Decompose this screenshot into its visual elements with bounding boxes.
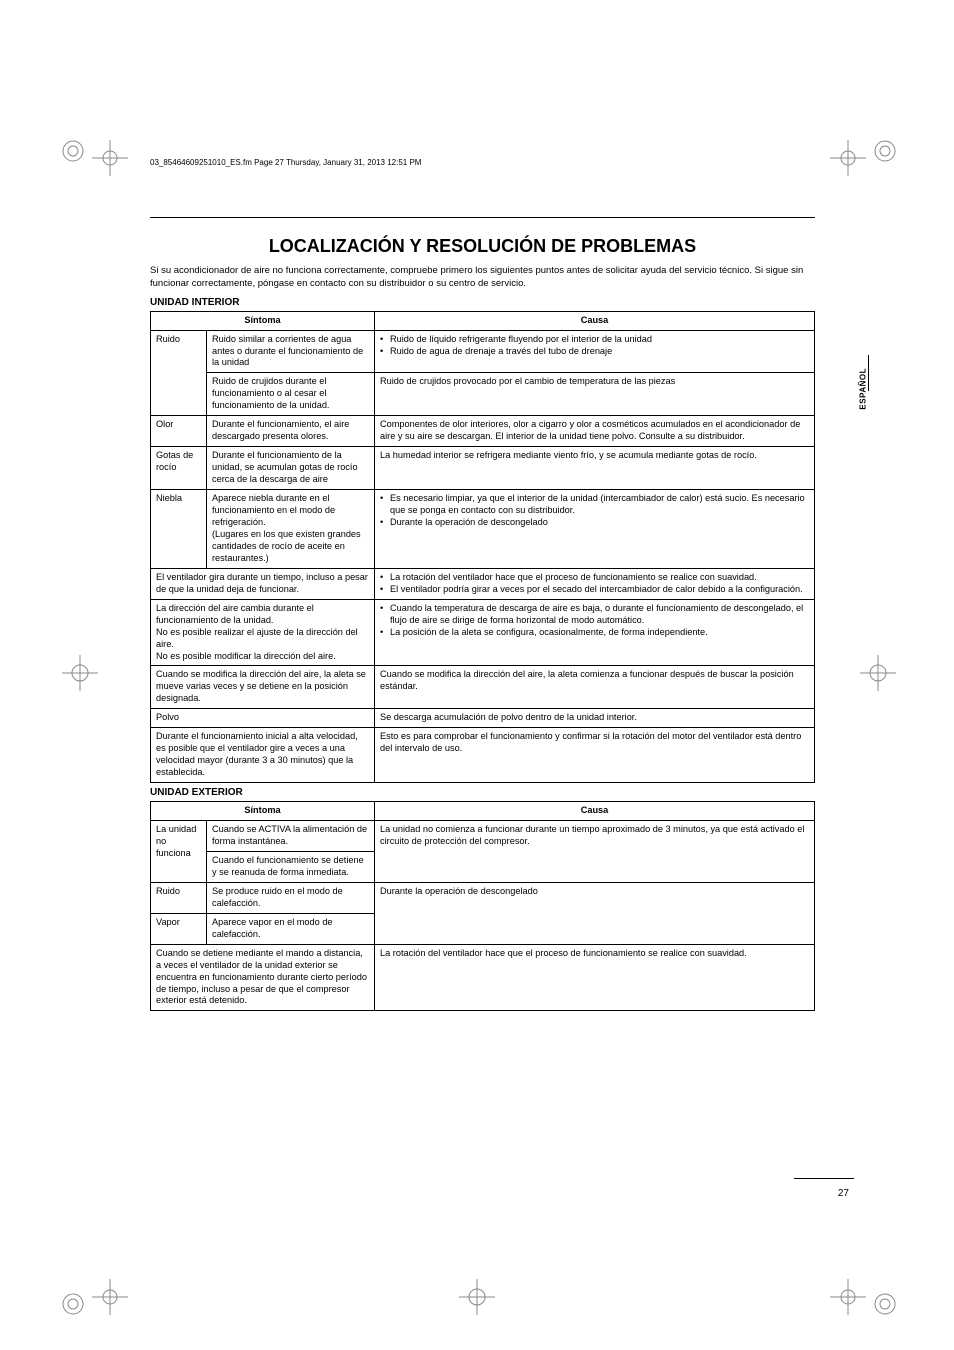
table-header-row: Síntoma Causa [151,802,815,821]
bullet: La rotación del ventilador hace que el p… [380,572,809,584]
bullet: Cuando la temperatura de descarga de air… [380,603,809,627]
cell: La humedad interior se refrigera mediant… [375,447,815,490]
reg-mark-left [62,655,98,691]
cell: Ruido [151,882,207,913]
table-row: El ventilador gira durante un tiempo, in… [151,568,815,599]
cell: Es necesario limpiar, ya que el interior… [375,490,815,569]
cell: Ruido [151,330,207,416]
cell: Aparece niebla durante en el funcionamie… [207,490,375,569]
page-number: 27 [838,1188,849,1199]
indoor-table: Síntoma Causa Ruido Ruido similar a corr… [150,311,815,783]
cell: Durante el funcionamiento de la unidad, … [207,447,375,490]
cell: La dirección del aire cambia durante el … [151,599,375,666]
cell: Se produce ruido en el modo de calefacci… [207,882,375,913]
th-cause: Causa [375,311,815,330]
bullet: Durante la operación de descongelado [380,517,809,529]
cell: Cuando se modifica la dirección del aire… [151,666,375,709]
table-row: Cuando se detiene mediante el mando a di… [151,944,815,1011]
page-number-rule [794,1178,854,1179]
page-title: LOCALIZACIÓN Y RESOLUCIÓN DE PROBLEMAS [150,236,815,257]
corner-mark-tl-outer [62,140,84,162]
table-row: Ruido de crujidos durante el funcionamie… [151,373,815,416]
bullet: Es necesario limpiar, ya que el interior… [380,493,809,517]
cell: Cuando se detiene mediante el mando a di… [151,944,375,1011]
cell: Cuando la temperatura de descarga de air… [375,599,815,666]
cell: Niebla [151,490,207,569]
cell: Aparece vapor en el modo de calefacción. [207,913,375,944]
cell: Ruido similar a corrientes de agua antes… [207,330,375,373]
section-outdoor-head: UNIDAD EXTERIOR [150,787,815,798]
table-row: La unidad no funciona Cuando se ACTIVA l… [151,821,815,852]
table-row: Gotas de rocío Durante el funcionamiento… [151,447,815,490]
cell: Durante la operación de descongelado [375,882,815,944]
header-meta-line: 03_85464609251010_ES.fm Page 27 Thursday… [150,158,815,167]
cell: Ruido de crujidos durante el funcionamie… [207,373,375,416]
cell: Polvo [151,709,375,728]
table-row: Ruido Se produce ruido en el modo de cal… [151,882,815,913]
corner-mark-bl-outer [62,1293,84,1315]
bullet: La posición de la aleta se configura, oc… [380,627,809,639]
page-content: 03_85464609251010_ES.fm Page 27 Thursday… [150,158,815,1011]
table-row: Olor Durante el funcionamiento, el aire … [151,416,815,447]
cell: Cuando se ACTIVA la alimentación de form… [207,821,375,852]
th-symptom: Síntoma [151,802,375,821]
cell: Cuando el funcionamiento se detiene y se… [207,851,375,882]
top-rule [150,217,815,218]
crop-mark-br [830,1279,866,1315]
cell: Gotas de rocío [151,447,207,490]
crop-mark-bl [92,1279,128,1315]
cell: La unidad no funciona [151,821,207,883]
cell: Se descarga acumulación de polvo dentro … [375,709,815,728]
th-symptom: Síntoma [151,311,375,330]
cell: Esto es para comprobar el funcionamiento… [375,728,815,783]
cell: Ruido de crujidos provocado por el cambi… [375,373,815,416]
bullet: El ventilador podría girar a veces por e… [380,584,809,596]
corner-mark-br-outer [874,1293,896,1315]
cell: La unidad no comienza a funcionar durant… [375,821,815,883]
cell: Durante el funcionamiento inicial a alta… [151,728,375,783]
corner-mark-tr-outer [874,140,896,162]
outdoor-table: Síntoma Causa La unidad no funciona Cuan… [150,801,815,1011]
bullet: Ruido de líquido refrigerante fluyendo p… [380,334,809,346]
table-header-row: Síntoma Causa [151,311,815,330]
cell: La rotación del ventilador hace que el p… [375,944,815,1011]
crop-mark-tr [830,140,866,176]
table-row: Niebla Aparece niebla durante en el func… [151,490,815,569]
cell: Olor [151,416,207,447]
language-tab: ESPAÑOL [859,368,868,410]
table-row: Durante el funcionamiento inicial a alta… [151,728,815,783]
cell: Vapor [151,913,207,944]
cell: Ruido de líquido refrigerante fluyendo p… [375,330,815,373]
bullet: Ruido de agua de drenaje a través del tu… [380,346,809,358]
reg-mark-bottom [459,1279,495,1315]
language-tab-line [868,355,869,391]
table-row: Ruido Ruido similar a corrientes de agua… [151,330,815,373]
intro-text: Si su acondicionador de aire no funciona… [150,265,815,291]
cell: Durante el funcionamiento, el aire desca… [207,416,375,447]
table-row: Cuando se modifica la dirección del aire… [151,666,815,709]
crop-mark-tl [92,140,128,176]
table-row: Polvo Se descarga acumulación de polvo d… [151,709,815,728]
cell: El ventilador gira durante un tiempo, in… [151,568,375,599]
section-indoor-head: UNIDAD INTERIOR [150,297,815,308]
cell: Cuando se modifica la dirección del aire… [375,666,815,709]
th-cause: Causa [375,802,815,821]
cell: La rotación del ventilador hace que el p… [375,568,815,599]
header-meta-text: 03_85464609251010_ES.fm Page 27 Thursday… [150,158,421,167]
table-row: La dirección del aire cambia durante el … [151,599,815,666]
reg-mark-right [860,655,896,691]
cell: Componentes de olor interiores, olor a c… [375,416,815,447]
